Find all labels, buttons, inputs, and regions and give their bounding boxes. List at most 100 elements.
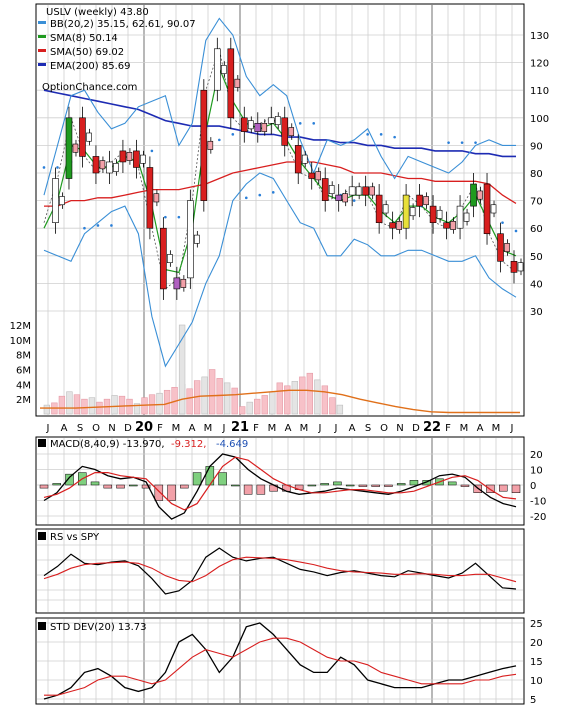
macd-histogram-bar [358, 484, 368, 487]
legend-swatch [38, 21, 46, 24]
macd-axis: 20 10 0 -10 -20 [530, 450, 546, 523]
rs-line-rs [43, 547, 517, 595]
candle-body [483, 183, 491, 235]
series-line-bb-lower [43, 172, 517, 368]
volume-bar [246, 401, 253, 415]
price-tick-label: 40 [530, 279, 543, 290]
candle-body [200, 89, 208, 201]
candle-body [375, 194, 383, 223]
sar-dot [474, 141, 477, 144]
macd-tick-label: 0 [530, 481, 536, 492]
candle-body [355, 186, 362, 196]
candle-body [119, 150, 127, 163]
candle-body [133, 150, 140, 168]
volume-bar [111, 395, 118, 415]
volume-bar [284, 385, 291, 415]
sar-dot [447, 141, 450, 144]
candle-body [423, 196, 429, 206]
macd-histogram-bar [460, 484, 470, 487]
candle-body [267, 117, 275, 124]
macd-line-macd [43, 453, 517, 520]
price-axis: 130 120 110 100 90 80 70 60 50 40 30 [530, 31, 549, 318]
price-tick-label: 30 [530, 307, 543, 318]
rs-panel: RS vs SPY [35, 528, 525, 614]
volume-average [40, 389, 520, 414]
month-label: A [349, 423, 356, 434]
volume-peak-bar [178, 324, 186, 415]
macd-histogram-bar [256, 484, 266, 495]
candle-body [308, 172, 316, 179]
volume-bar [163, 389, 171, 415]
sar-dot [164, 215, 167, 219]
month-label: M [492, 423, 501, 434]
candle-body [517, 262, 524, 272]
sar-dot [244, 196, 248, 200]
macd-histogram-bar [371, 484, 380, 487]
volume-bar [276, 382, 283, 415]
candle-body [86, 132, 92, 142]
rs-lines [43, 547, 517, 595]
legend-entry: SMA(50) 69.02 [50, 47, 124, 58]
sar-dot [231, 133, 235, 136]
std-axis: 25 20 15 10 5 [530, 619, 543, 706]
macd-histogram-bar [511, 484, 521, 493]
sar-dot [56, 166, 59, 169]
volume-bar [208, 369, 216, 415]
rs-legend-swatch [38, 532, 46, 540]
month-label: J [222, 423, 226, 434]
candle-body [436, 209, 443, 219]
sar-dot [258, 193, 262, 197]
month-label: J [46, 423, 50, 434]
candle-body [52, 178, 59, 223]
candle-body [409, 207, 416, 217]
candle-body [234, 78, 241, 88]
volume-bar [224, 382, 231, 415]
price-tick-label: 60 [530, 224, 543, 235]
rs-label: RS vs SPY [50, 532, 100, 543]
volume-bar [314, 379, 321, 415]
candle-body [140, 154, 146, 164]
time-axis: J A S O N D 20 F M A M J 21 F M A M J J A S O N D 22 F M A M J [46, 420, 514, 435]
candle-body [227, 48, 235, 119]
candle-body [429, 205, 437, 223]
sar-dot [298, 122, 302, 125]
rs-line-rs-ma [43, 556, 517, 583]
candle-body [153, 193, 160, 203]
sar-dot [150, 149, 154, 153]
month-label: S [77, 423, 83, 434]
sar-dot [393, 135, 396, 139]
macd-histogram-bar [52, 483, 62, 486]
std-tick-label: 20 [530, 638, 543, 649]
series-line-bb-upper [43, 17, 516, 196]
candle-body [254, 123, 262, 132]
candle-body [65, 117, 73, 179]
candlesticks [52, 37, 524, 300]
std-line-std-dev [43, 622, 517, 700]
rs-panel-frame [35, 528, 525, 614]
macd-grid [37, 438, 523, 524]
month-label: D [124, 423, 132, 434]
price-tick-label: 50 [530, 252, 543, 263]
macd-histogram-bar [396, 483, 406, 486]
month-label: N [396, 423, 403, 434]
month-label: 20 [135, 420, 153, 435]
candle-body [92, 156, 100, 174]
candle-body [402, 194, 410, 229]
macd-tick-label: -20 [530, 512, 546, 523]
candle-body [463, 212, 470, 222]
month-label: F [157, 423, 163, 434]
candle-body [207, 140, 214, 150]
std-lines [43, 622, 517, 700]
candle-body [294, 145, 302, 174]
series-line-sma-50- [44, 161, 517, 207]
price-tick-label: 110 [530, 86, 549, 97]
sar-dot [42, 166, 46, 169]
price-tick-label: 90 [530, 141, 543, 152]
candle-body [221, 65, 227, 74]
macd-line-signal [43, 456, 517, 511]
sar-dot [514, 229, 518, 233]
candle-body [194, 234, 200, 244]
macd-value-red: -9.312, [171, 439, 206, 450]
